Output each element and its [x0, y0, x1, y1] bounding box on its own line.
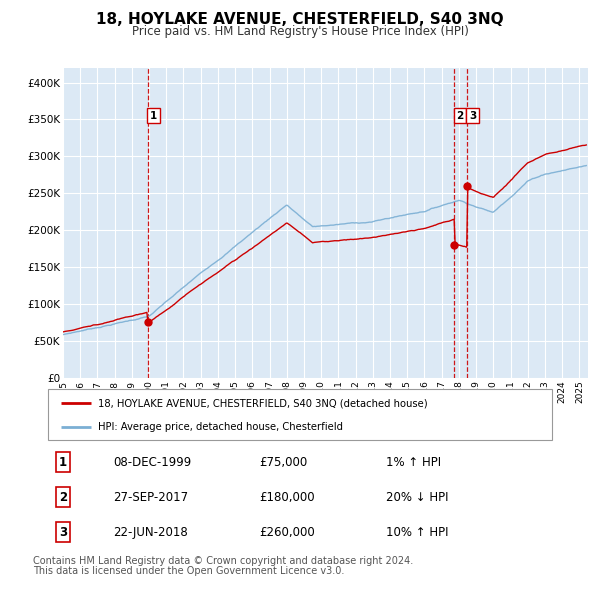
Text: 22-JUN-2018: 22-JUN-2018 — [113, 526, 188, 539]
Text: 27-SEP-2017: 27-SEP-2017 — [113, 490, 188, 504]
Text: 1% ↑ HPI: 1% ↑ HPI — [386, 455, 441, 468]
Text: £180,000: £180,000 — [260, 490, 316, 504]
Text: 3: 3 — [59, 526, 67, 539]
Text: 2: 2 — [457, 111, 464, 121]
Text: Contains HM Land Registry data © Crown copyright and database right 2024.: Contains HM Land Registry data © Crown c… — [33, 556, 413, 566]
Text: 1: 1 — [150, 111, 157, 121]
Text: 18, HOYLAKE AVENUE, CHESTERFIELD, S40 3NQ (detached house): 18, HOYLAKE AVENUE, CHESTERFIELD, S40 3N… — [98, 398, 428, 408]
Text: 2: 2 — [59, 490, 67, 504]
Text: HPI: Average price, detached house, Chesterfield: HPI: Average price, detached house, Ches… — [98, 422, 343, 432]
Text: 20% ↓ HPI: 20% ↓ HPI — [386, 490, 448, 504]
Text: 1: 1 — [59, 455, 67, 468]
Text: 3: 3 — [469, 111, 476, 121]
Text: £75,000: £75,000 — [260, 455, 308, 468]
Text: £260,000: £260,000 — [260, 526, 316, 539]
FancyBboxPatch shape — [48, 389, 552, 440]
Text: Price paid vs. HM Land Registry's House Price Index (HPI): Price paid vs. HM Land Registry's House … — [131, 25, 469, 38]
Text: 10% ↑ HPI: 10% ↑ HPI — [386, 526, 448, 539]
Text: This data is licensed under the Open Government Licence v3.0.: This data is licensed under the Open Gov… — [33, 566, 344, 576]
Text: 08-DEC-1999: 08-DEC-1999 — [113, 455, 192, 468]
Text: 18, HOYLAKE AVENUE, CHESTERFIELD, S40 3NQ: 18, HOYLAKE AVENUE, CHESTERFIELD, S40 3N… — [96, 12, 504, 27]
